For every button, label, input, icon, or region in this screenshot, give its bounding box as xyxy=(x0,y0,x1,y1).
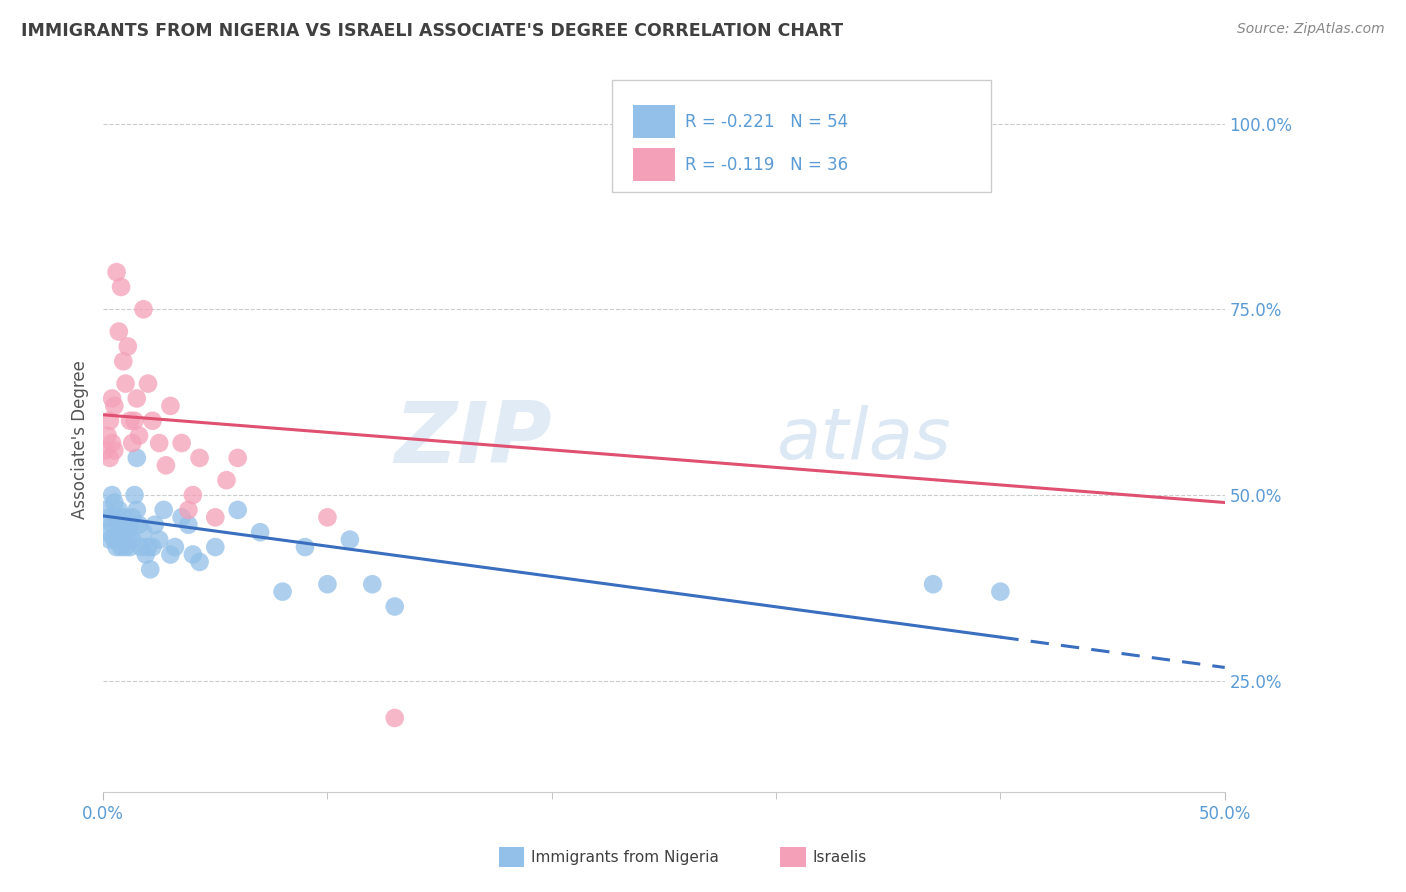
Point xyxy=(226,503,249,517)
Point xyxy=(132,525,155,540)
Point xyxy=(98,450,121,465)
Point xyxy=(98,533,121,547)
Point xyxy=(204,510,226,524)
Point xyxy=(103,443,125,458)
Point xyxy=(105,510,128,524)
Point xyxy=(181,488,204,502)
Point xyxy=(152,503,174,517)
Point xyxy=(215,473,238,487)
Point xyxy=(148,533,170,547)
Point xyxy=(114,540,136,554)
Point xyxy=(101,488,124,502)
Point xyxy=(103,533,125,547)
Point xyxy=(121,533,143,547)
Point xyxy=(316,577,339,591)
Point xyxy=(316,510,339,524)
Point xyxy=(108,325,131,339)
Point xyxy=(117,517,139,532)
Text: IMMIGRANTS FROM NIGERIA VS ISRAELI ASSOCIATE'S DEGREE CORRELATION CHART: IMMIGRANTS FROM NIGERIA VS ISRAELI ASSOC… xyxy=(21,22,844,40)
Point xyxy=(114,525,136,540)
Point xyxy=(139,562,162,576)
Point xyxy=(105,265,128,279)
Point xyxy=(204,540,226,554)
Text: R = -0.119   N = 36: R = -0.119 N = 36 xyxy=(685,156,848,174)
Point xyxy=(128,428,150,442)
Point xyxy=(384,711,406,725)
Point xyxy=(141,414,163,428)
Point xyxy=(110,517,132,532)
Point xyxy=(97,428,120,442)
Point xyxy=(177,503,200,517)
Point xyxy=(226,450,249,465)
Point xyxy=(101,436,124,450)
Text: Israelis: Israelis xyxy=(813,850,868,864)
Point xyxy=(103,495,125,509)
Point xyxy=(125,450,148,465)
Point xyxy=(163,540,186,554)
Point xyxy=(124,488,146,502)
Text: Immigrants from Nigeria: Immigrants from Nigeria xyxy=(531,850,720,864)
Point xyxy=(114,376,136,391)
Point xyxy=(159,548,181,562)
Point xyxy=(136,376,159,391)
Point xyxy=(128,517,150,532)
Point xyxy=(98,510,121,524)
Point xyxy=(117,533,139,547)
Point xyxy=(125,503,148,517)
Point xyxy=(121,510,143,524)
Point xyxy=(124,414,146,428)
Point xyxy=(143,517,166,532)
Point xyxy=(170,510,193,524)
Point xyxy=(112,533,135,547)
Point xyxy=(112,510,135,524)
Point xyxy=(990,584,1012,599)
Point xyxy=(129,540,152,554)
Point xyxy=(94,443,117,458)
Text: R = -0.221   N = 54: R = -0.221 N = 54 xyxy=(685,112,848,130)
Point xyxy=(361,577,384,591)
Point xyxy=(249,525,271,540)
Point xyxy=(177,517,200,532)
Point xyxy=(98,414,121,428)
Point xyxy=(108,525,131,540)
Point xyxy=(384,599,406,614)
Point xyxy=(132,302,155,317)
Point xyxy=(188,450,211,465)
Point xyxy=(101,517,124,532)
Point xyxy=(155,458,177,473)
Point xyxy=(105,540,128,554)
Point xyxy=(97,525,120,540)
Text: Source: ZipAtlas.com: Source: ZipAtlas.com xyxy=(1237,22,1385,37)
Point xyxy=(141,540,163,554)
Point xyxy=(110,540,132,554)
Point xyxy=(125,392,148,406)
Point xyxy=(118,540,141,554)
Point xyxy=(922,577,945,591)
Text: atlas: atlas xyxy=(776,405,950,474)
Point xyxy=(148,436,170,450)
Point xyxy=(294,540,316,554)
Point xyxy=(170,436,193,450)
Point xyxy=(112,354,135,368)
Point xyxy=(117,339,139,353)
Y-axis label: Associate's Degree: Associate's Degree xyxy=(72,359,89,519)
Point xyxy=(181,548,204,562)
Point xyxy=(101,392,124,406)
Point xyxy=(121,436,143,450)
Point xyxy=(159,399,181,413)
Point xyxy=(94,503,117,517)
Point xyxy=(271,584,294,599)
Point xyxy=(108,503,131,517)
Point xyxy=(118,517,141,532)
Point xyxy=(103,399,125,413)
Point xyxy=(110,280,132,294)
Text: ZIP: ZIP xyxy=(394,398,551,481)
Point xyxy=(118,414,141,428)
Point xyxy=(339,533,361,547)
Point xyxy=(136,540,159,554)
Point xyxy=(188,555,211,569)
Point xyxy=(135,548,157,562)
